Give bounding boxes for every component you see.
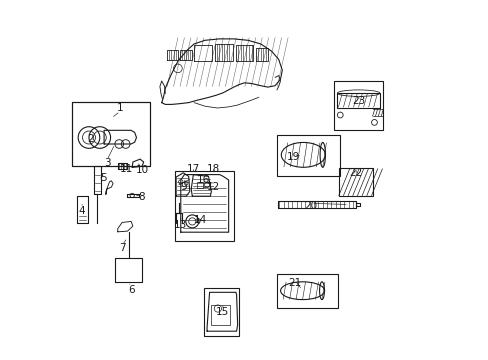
- Text: 11: 11: [120, 164, 133, 174]
- Text: 22: 22: [349, 168, 362, 178]
- Text: 6: 6: [127, 285, 134, 295]
- Text: 2: 2: [87, 134, 94, 144]
- Bar: [72, 102, 149, 166]
- Text: 9: 9: [180, 182, 186, 192]
- Text: 12: 12: [207, 182, 220, 192]
- Bar: [333, 81, 383, 130]
- Text: 5: 5: [100, 173, 106, 183]
- Bar: [175, 171, 234, 241]
- Text: 16: 16: [196, 175, 209, 185]
- Text: 7: 7: [119, 243, 125, 253]
- Text: 19: 19: [286, 152, 299, 162]
- Text: 17: 17: [186, 164, 200, 174]
- Text: 18: 18: [207, 164, 220, 174]
- Text: 15: 15: [216, 307, 229, 317]
- Text: 8: 8: [138, 192, 145, 202]
- Text: 10: 10: [135, 165, 148, 175]
- Bar: [72, 102, 149, 166]
- Text: 13: 13: [173, 220, 187, 230]
- Text: 14: 14: [194, 215, 207, 225]
- Text: 23: 23: [352, 96, 365, 106]
- Text: 21: 21: [288, 278, 301, 288]
- Bar: [338, 168, 372, 196]
- Bar: [276, 135, 339, 176]
- Text: 20: 20: [304, 201, 317, 211]
- Text: 4: 4: [78, 206, 85, 216]
- Bar: [337, 93, 379, 108]
- Bar: [210, 305, 230, 325]
- Bar: [276, 274, 337, 308]
- Text: 1: 1: [117, 103, 123, 113]
- Bar: [204, 288, 239, 336]
- Text: 3: 3: [103, 158, 110, 168]
